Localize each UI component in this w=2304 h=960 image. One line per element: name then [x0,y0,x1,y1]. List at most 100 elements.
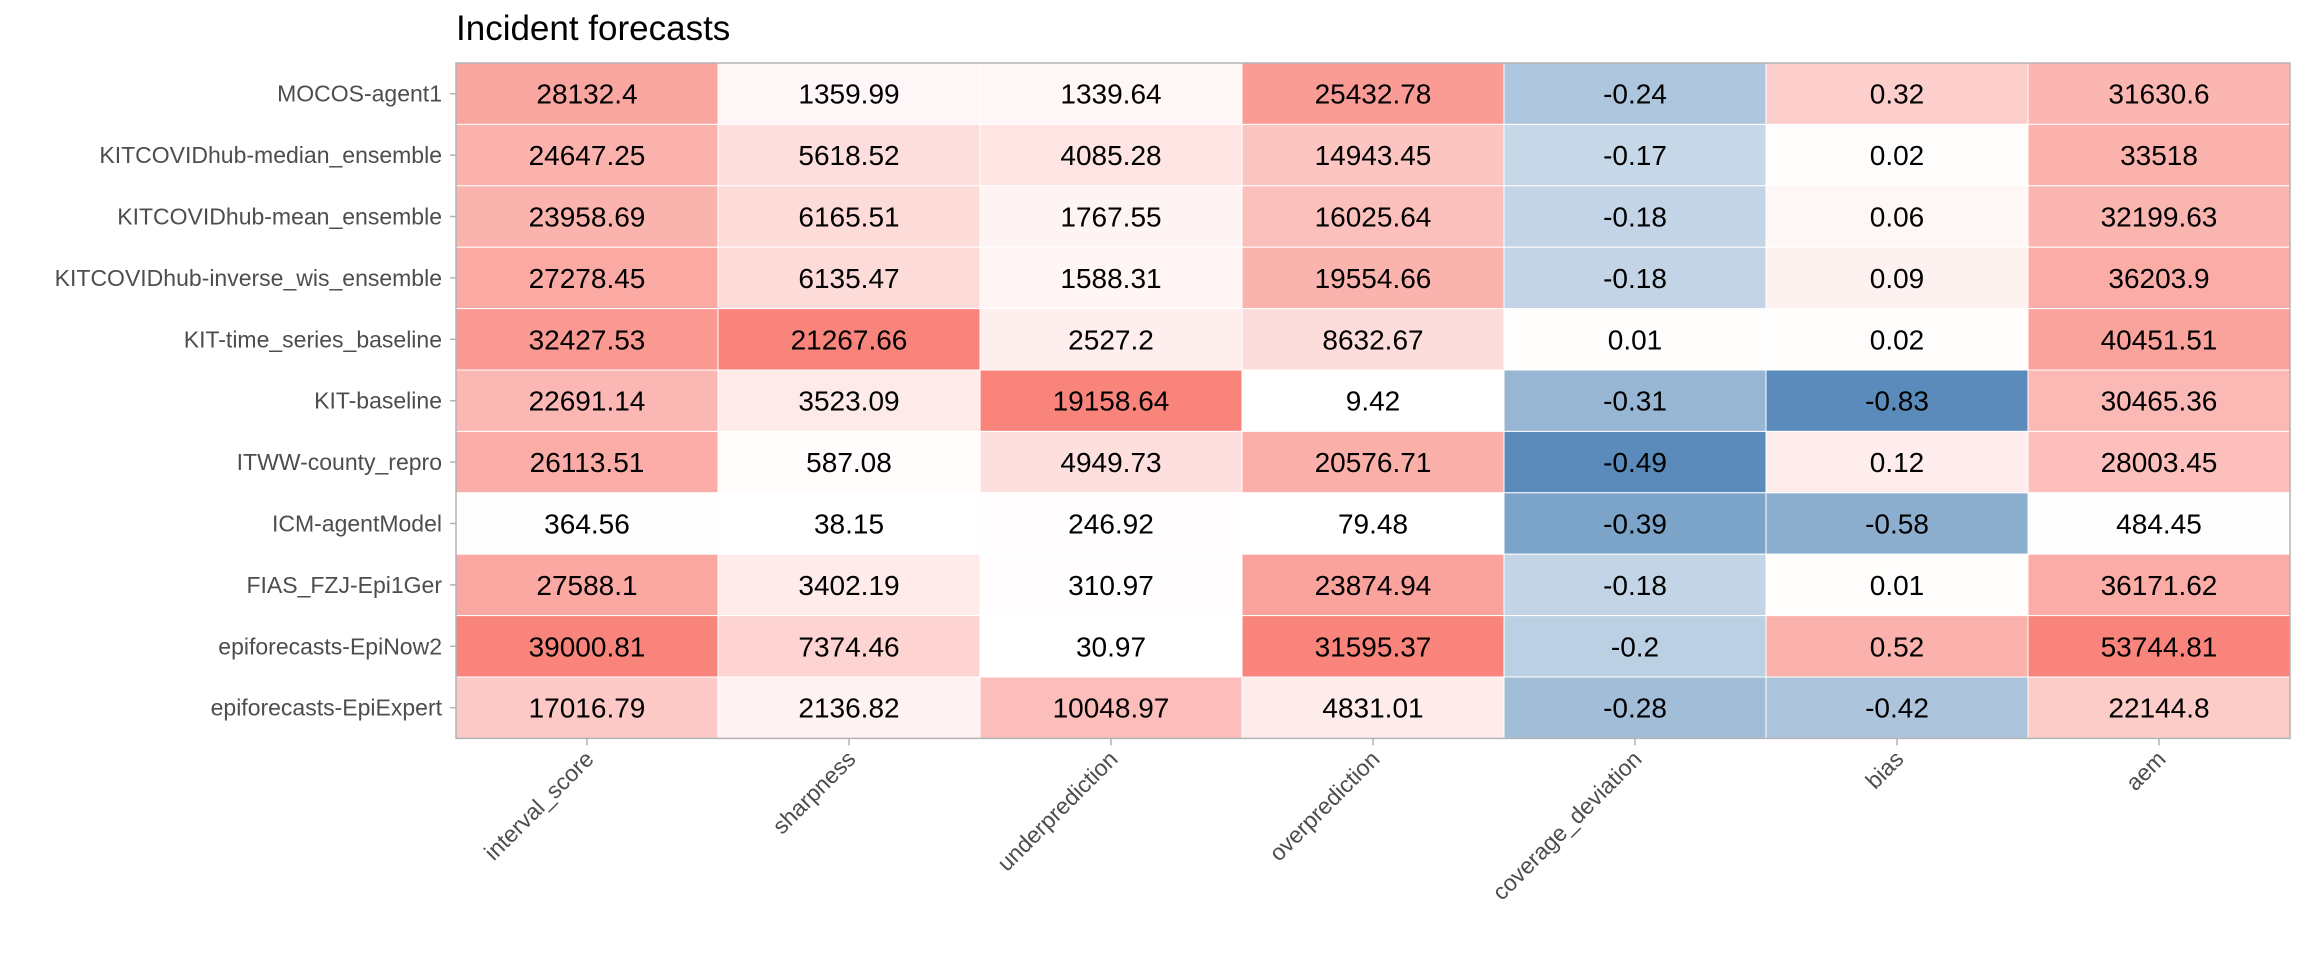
heatmap-cell [979,615,1243,678]
cell-value-label: 364.56 [544,509,630,540]
cell-value-label: 40451.51 [2101,324,2218,355]
heatmap-cell [1241,185,1505,248]
cell-value-label: 4085.28 [1060,140,1161,171]
row-label: epiforecasts-EpiExpert [211,695,443,721]
cell-value-label: -0.18 [1603,570,1667,601]
cell-value-label: 246.92 [1068,509,1154,540]
cell-value-label: 0.01 [1870,570,1925,601]
cell-value-label: 30465.36 [2101,386,2218,417]
cell-value-label: 30.97 [1076,631,1146,662]
heatmap-cell [2027,492,2291,555]
heatmap-cell [2027,246,2291,310]
heatmap-cell [979,369,1243,432]
heatmap-cell [979,553,1243,617]
heatmap-cell [2027,430,2291,494]
heatmap-cell [1503,615,1767,678]
cell-value-label: 21267.66 [791,324,908,355]
heatmap-cell [1503,369,1767,432]
cell-value-label: 0.02 [1870,140,1925,171]
heatmap-cell [1241,615,1505,678]
column-label: underprediction [992,746,1123,877]
cell-value-label: -0.24 [1603,79,1667,110]
heatmap-cell [1241,430,1505,494]
heatmap-cell [455,185,719,248]
cell-value-label: -0.17 [1603,140,1667,171]
heatmap-cell [2027,308,2291,371]
row-label: KITCOVIDhub-inverse_wis_ensemble [55,265,442,291]
cell-value-label: 28003.45 [2101,447,2218,478]
heatmap-cell [455,430,719,494]
heatmap-cell [717,676,981,739]
heatmap-cell [979,185,1243,248]
cell-value-label: 38.15 [814,509,884,540]
cell-value-label: 32427.53 [529,324,646,355]
cell-value-label: -0.58 [1865,509,1929,540]
panel-border [455,62,2291,740]
heatmap-cell [455,369,719,432]
cell-value-label: 4831.01 [1322,693,1423,724]
cell-value-label: 2136.82 [798,693,899,724]
cell-value-label: 0.52 [1870,631,1925,662]
row-label: KIT-time_series_baseline [184,326,442,352]
cell-value-label: 0.12 [1870,447,1925,478]
cell-value-label: 36171.62 [2101,570,2218,601]
cell-value-label: -0.42 [1865,693,1929,724]
cell-value-label: 310.97 [1068,570,1154,601]
column-label: coverage_deviation [1487,746,1646,905]
cell-value-label: 20576.71 [1315,447,1432,478]
heatmap-cell [717,369,981,432]
cell-value-label: 9.42 [1346,386,1401,417]
row-label: KITCOVIDhub-mean_ensemble [117,204,442,230]
row-labels: MOCOS-agent1 KITCOVIDhub-median_ensemble K… [55,81,456,721]
heatmap-cell [979,123,1243,187]
cell-value-label: 1339.64 [1060,79,1161,110]
column-label: bias [1860,746,1908,794]
cell-value-label: -0.39 [1603,509,1667,540]
heatmap-cell [1765,553,2029,617]
cell-value-label: 24647.25 [529,140,646,171]
cell-value-label: 19554.66 [1315,263,1432,294]
heatmap-cell [1765,615,2029,678]
chart-title: Incident forecasts [456,9,730,48]
heatmap-cell [717,246,981,310]
cell-value-label: 23958.69 [529,202,646,233]
heatmap-cell [979,676,1243,739]
cell-value-label: 22691.14 [529,386,646,417]
cell-value-label: 2527.2 [1068,324,1154,355]
cell-value-label: 16025.64 [1315,202,1432,233]
cell-value-label: -0.83 [1865,386,1929,417]
cell-value-label: 4949.73 [1060,447,1161,478]
cell-value-label: 36203.9 [2108,263,2209,294]
cell-value-label: 6165.51 [798,202,899,233]
cell-value-label: 7374.46 [798,631,899,662]
cell-value-label: 0.01 [1608,324,1663,355]
heatmap-cell [455,615,719,678]
cell-value-label: -0.2 [1611,631,1659,662]
heatmap-cell [1503,676,1767,739]
cell-value-label: 17016.79 [529,693,646,724]
heatmap-cell [1765,62,2029,125]
cell-value-label: 587.08 [806,447,892,478]
cell-value-label: 0.32 [1870,79,1925,110]
cell-value-label: 26113.51 [530,447,645,478]
heatmap-cell [1765,430,2029,494]
heatmap-cell [455,308,719,371]
column-label: sharpness [767,746,860,839]
cell-value-label: 5618.52 [798,140,899,171]
heatmap-cell [717,492,981,555]
cell-value-label: 484.45 [2116,509,2202,540]
cell-value-label: 1359.99 [798,79,899,110]
heatmap-cell [1503,553,1767,617]
cell-value-label: 14943.45 [1315,140,1432,171]
heatmap-cell [1503,430,1767,494]
column-label: interval_score [479,746,599,866]
heatmap-cell [1241,246,1505,310]
heatmap-cell [2027,123,2291,187]
row-label: ITWW-county_repro [237,449,442,475]
heatmap-cell [1503,123,1767,187]
heatmap-cell [1765,185,2029,248]
heatmap-cell [1503,492,1767,555]
heatmap-cell [2027,676,2291,739]
heatmap-cell [717,185,981,248]
